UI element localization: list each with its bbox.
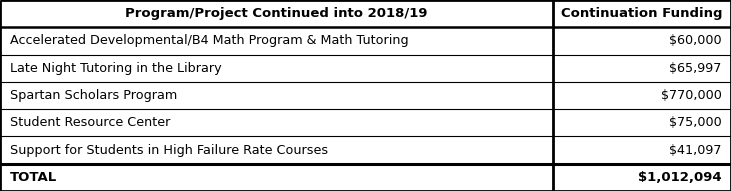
Bar — [553, 136, 731, 164]
Bar — [553, 109, 731, 136]
Bar — [0, 109, 553, 136]
Bar — [0, 27, 553, 55]
Bar — [0, 109, 553, 136]
Bar — [0, 0, 553, 27]
Text: Spartan Scholars Program: Spartan Scholars Program — [10, 89, 177, 102]
Bar — [0, 136, 553, 164]
Text: $41,097: $41,097 — [669, 144, 721, 157]
Bar — [0, 82, 553, 109]
Bar — [553, 82, 731, 109]
Text: Late Night Tutoring in the Library: Late Night Tutoring in the Library — [10, 62, 221, 75]
Text: Accelerated Developmental/B4 Math Program & Math Tutoring: Accelerated Developmental/B4 Math Progra… — [10, 34, 408, 47]
Text: $75,000: $75,000 — [669, 116, 721, 129]
Bar — [553, 0, 731, 27]
Bar — [553, 27, 731, 55]
Bar — [553, 0, 731, 27]
Text: Continuation Funding: Continuation Funding — [561, 7, 723, 20]
Bar — [553, 109, 731, 136]
Bar — [553, 55, 731, 82]
Text: $770,000: $770,000 — [661, 89, 721, 102]
Bar — [0, 136, 553, 164]
Text: $65,997: $65,997 — [669, 62, 721, 75]
Text: $1,012,094: $1,012,094 — [638, 171, 721, 184]
Bar — [0, 0, 553, 27]
Bar — [0, 82, 553, 109]
Bar — [553, 27, 731, 55]
Bar — [553, 164, 731, 191]
Bar — [553, 55, 731, 82]
Bar — [0, 164, 553, 191]
Bar — [553, 164, 731, 191]
Text: Program/Project Continued into 2018/19: Program/Project Continued into 2018/19 — [126, 7, 428, 20]
Text: $60,000: $60,000 — [669, 34, 721, 47]
Bar — [0, 164, 553, 191]
Bar — [553, 136, 731, 164]
Bar — [0, 55, 553, 82]
Text: Support for Students in High Failure Rate Courses: Support for Students in High Failure Rat… — [10, 144, 327, 157]
Bar — [553, 82, 731, 109]
Bar — [0, 55, 553, 82]
Text: TOTAL: TOTAL — [10, 171, 57, 184]
Text: Student Resource Center: Student Resource Center — [10, 116, 170, 129]
Bar — [0, 27, 553, 55]
